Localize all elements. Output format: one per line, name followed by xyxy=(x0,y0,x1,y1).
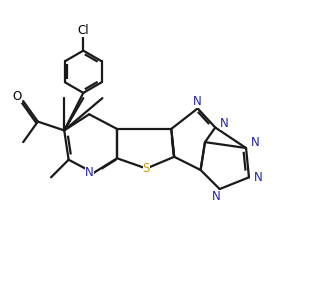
Text: O: O xyxy=(13,90,22,103)
Text: N: N xyxy=(212,190,221,203)
Text: N: N xyxy=(85,166,93,179)
Text: N: N xyxy=(253,171,262,184)
Text: N: N xyxy=(251,136,259,149)
Text: S: S xyxy=(143,162,150,175)
Text: N: N xyxy=(220,117,228,130)
Text: Cl: Cl xyxy=(78,24,89,37)
Text: N: N xyxy=(193,95,202,107)
